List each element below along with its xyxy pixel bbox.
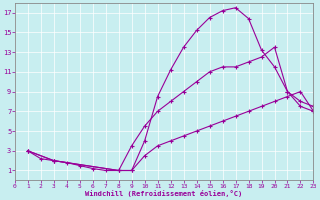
X-axis label: Windchill (Refroidissement éolien,°C): Windchill (Refroidissement éolien,°C): [85, 190, 243, 197]
